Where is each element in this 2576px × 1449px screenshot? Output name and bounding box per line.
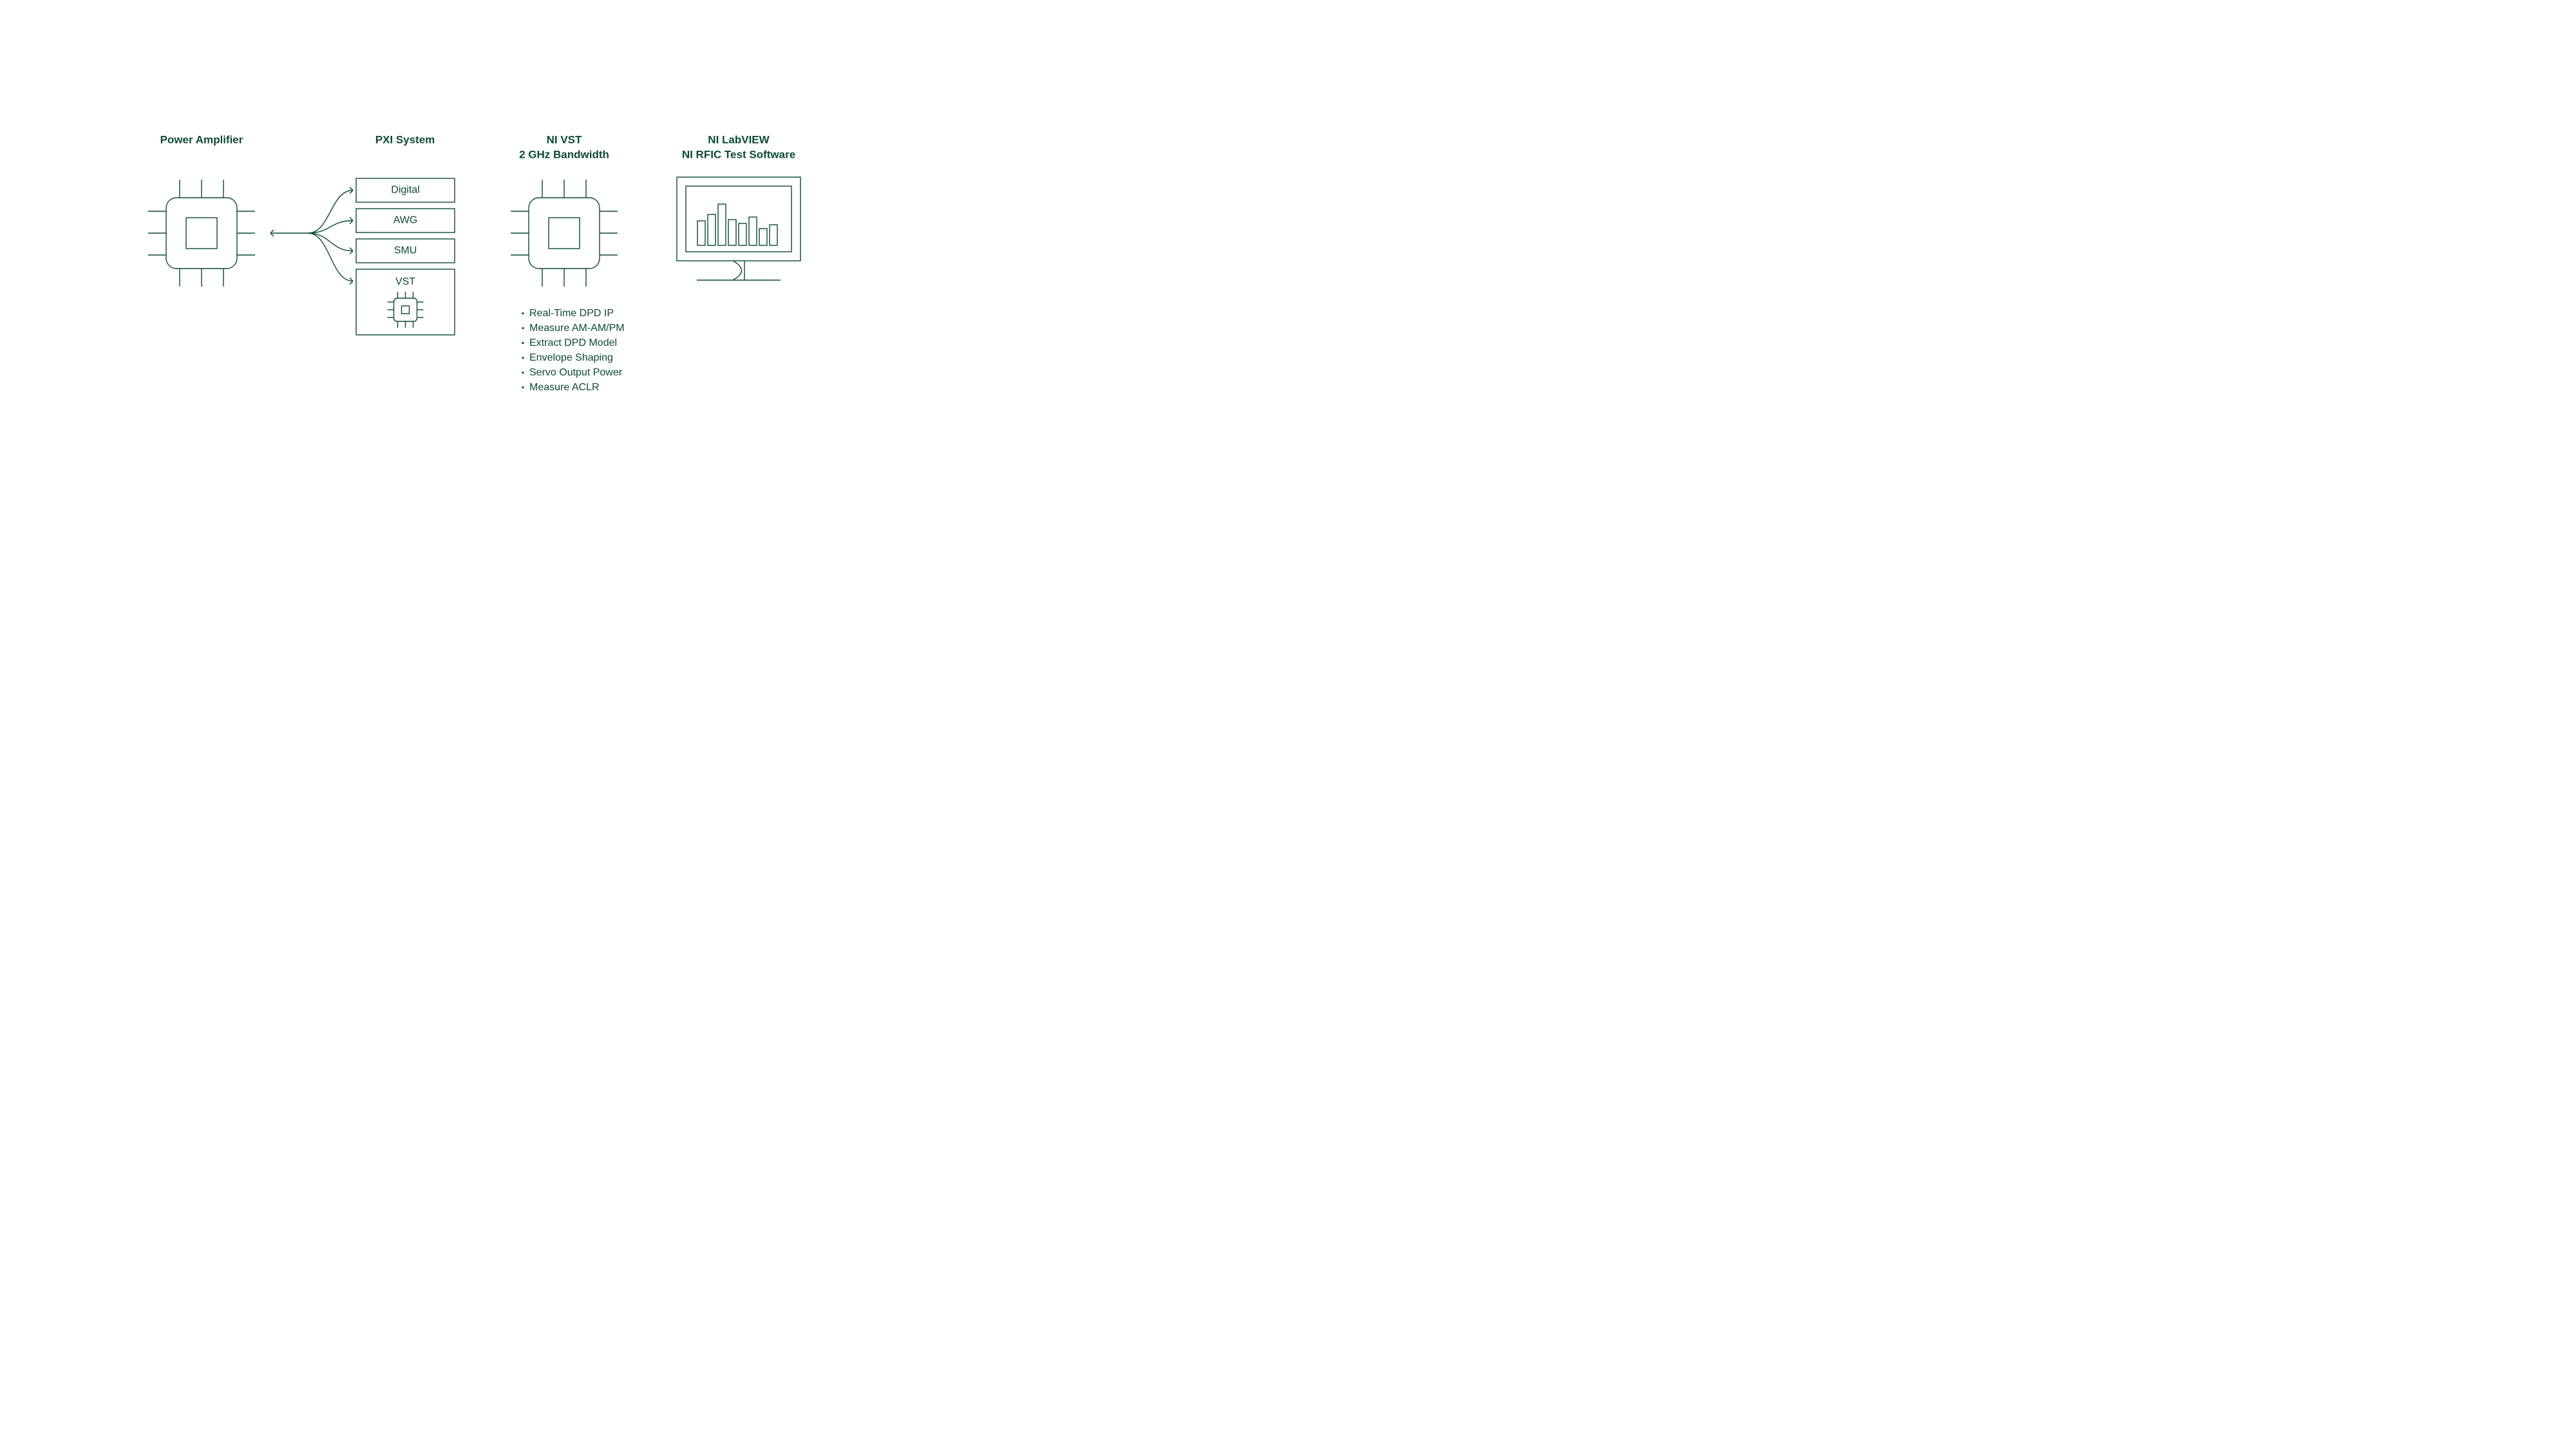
pxi-box-label-vst: VST [395, 276, 415, 287]
bullet-text-1: Measure AM-AM/PM [529, 323, 625, 334]
bullet-text-2: Extract DPD Model [529, 337, 617, 348]
bullet-marker-5: ■ [522, 386, 524, 390]
labview-title-line-0: NI LabVIEW [708, 133, 770, 146]
bullet-text-3: Envelope Shaping [529, 352, 613, 363]
pxi-box-label-smu: SMU [394, 245, 417, 256]
pxi-vst-chip-icon [388, 292, 424, 328]
pxi-connector-2 [308, 233, 353, 254]
bullet-marker-0: ■ [522, 312, 524, 316]
pxi-box-label-awg: AWG [393, 215, 418, 226]
bullet-marker-2: ■ [522, 342, 524, 346]
bullet-text-4: Servo Output Power [529, 367, 623, 378]
pxi-connector-1 [308, 218, 353, 234]
power-amplifier-chip-icon [148, 180, 255, 287]
vst-title-line-0: NI VST [547, 133, 582, 146]
bullet-text-0: Real-Time DPD IP [529, 308, 614, 319]
labview-monitor-icon [677, 177, 800, 280]
labview-title-line-1: NI RFIC Test Software [682, 148, 795, 160]
bullet-marker-1: ■ [522, 327, 524, 331]
bullet-marker-3: ■ [522, 357, 524, 361]
amp-title-line-0: Power Amplifier [160, 133, 243, 146]
pxi-connector-0 [308, 187, 353, 234]
pxi-title-line-0: PXI System [375, 133, 435, 146]
bullet-marker-4: ■ [522, 372, 524, 375]
pxi-connector-3 [308, 233, 353, 285]
back-arrow [270, 230, 308, 236]
bullet-text-5: Measure ACLR [529, 382, 600, 393]
vst-title-line-1: 2 GHz Bandwidth [519, 148, 609, 160]
pxi-box-label-digital: Digital [391, 185, 419, 196]
ni-vst-chip-icon [511, 180, 618, 287]
